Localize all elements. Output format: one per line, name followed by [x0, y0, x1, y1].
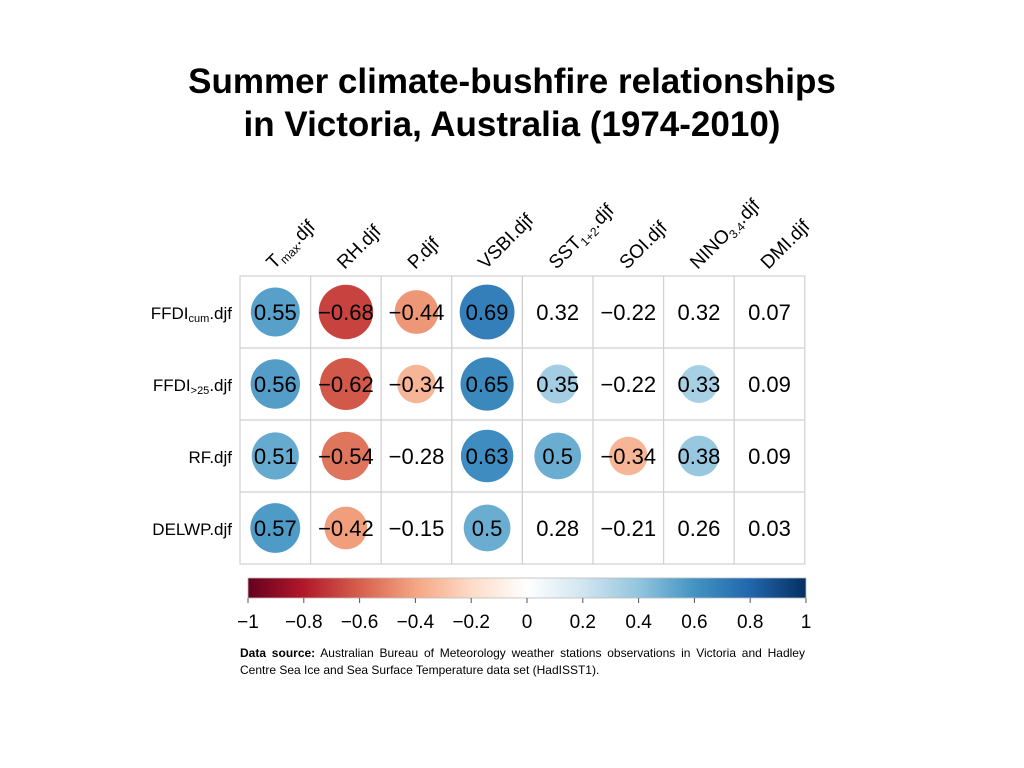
correlation-value-label: −0.34	[600, 444, 656, 469]
correlation-circle	[250, 287, 300, 337]
correlation-value-label: 0.57	[254, 516, 297, 541]
correlation-circle	[250, 359, 300, 409]
column-label: VSBI.djf	[474, 210, 538, 274]
correlation-circle	[321, 431, 371, 481]
correlation-circle	[459, 284, 515, 340]
colorbar-tick-label: −0.2	[452, 612, 490, 633]
column-label: RH.djf	[333, 221, 386, 274]
row-label: FFDIcum.djf	[151, 304, 233, 325]
data-source-note: Data source: Australian Bureau of Meteor…	[240, 645, 805, 679]
correlation-value-label: 0.32	[677, 300, 720, 325]
correlation-circle	[318, 284, 374, 340]
correlation-value-label: 0.35	[536, 372, 579, 397]
heatmap-cell	[662, 491, 735, 565]
column-label: DMI.djf	[757, 216, 815, 274]
correlation-value-label: −0.62	[318, 372, 374, 397]
correlation-value-label: −0.68	[318, 300, 374, 325]
correlation-value-label: 0.33	[677, 372, 720, 397]
column-label: SOI.djf	[616, 217, 672, 273]
correlation-circle	[460, 357, 514, 411]
correlation-circle	[394, 290, 439, 334]
correlation-value-label: 0.09	[748, 444, 791, 469]
heatmap-cell	[733, 419, 806, 493]
data-source-label: Data source:	[240, 646, 316, 660]
column-label: P.djf	[404, 233, 445, 274]
heatmap-cell	[521, 275, 594, 349]
correlation-value-label: 0.5	[542, 444, 573, 469]
chart-title-line-2: in Victoria, Australia (1974-2010)	[243, 105, 781, 144]
correlation-value-label: −0.44	[389, 300, 445, 325]
correlation-value-label: −0.15	[389, 516, 445, 541]
correlation-value-label: 0.07	[748, 300, 791, 325]
row-label: DELWP.djf	[152, 520, 232, 539]
heatmap-cell	[592, 347, 665, 421]
correlation-circle	[319, 358, 372, 410]
data-source-text: Australian Bureau of Meteorology weather…	[240, 646, 805, 677]
colorbar-tick-label: −1	[237, 612, 259, 633]
correlation-value-label: −0.22	[600, 300, 656, 325]
colorbar-tick-label: −0.8	[285, 612, 323, 633]
correlation-value-label: 0.5	[472, 516, 503, 541]
correlation-value-label: 0.63	[466, 444, 509, 469]
correlation-value-label: 0.26	[677, 516, 720, 541]
chart-title-line-1: Summer climate-bushfire relationships	[188, 62, 836, 101]
heatmap-cell	[592, 275, 665, 349]
colorbar-tick-label: 0.8	[737, 612, 763, 633]
correlation-circle	[534, 432, 582, 480]
correlation-value-label: −0.28	[389, 444, 445, 469]
column-label: SST1+2.djf	[545, 200, 620, 275]
heatmap-cell	[380, 491, 453, 565]
correlation-value-label: 0.56	[254, 372, 297, 397]
correlation-value-label: −0.34	[389, 372, 445, 397]
correlation-value-label: 0.55	[254, 300, 297, 325]
correlation-circle	[250, 503, 301, 553]
chart-title: Summer climate-bushfire relationships in…	[0, 60, 1024, 146]
colorbar-tick-label: −0.6	[341, 612, 379, 633]
colorbar-tick-label: 0.6	[681, 612, 707, 633]
correlation-value-label: 0.65	[466, 372, 509, 397]
correlation-value-label: −0.22	[600, 372, 656, 397]
heatmap-cell	[521, 491, 594, 565]
colorbar-tick-label: 1	[801, 612, 812, 633]
heatmap-cell	[733, 491, 806, 565]
correlation-value-label: 0.09	[748, 372, 791, 397]
column-label: NINO3.4.djf	[686, 195, 766, 275]
colorbar-tick-label: 0.2	[570, 612, 596, 633]
row-label: FFDI>25.djf	[153, 376, 232, 397]
correlation-circle	[609, 436, 648, 476]
heatmap-grid: 0.55 −0.68 −0.44 0.69 0.32 −0.22 0.32 0.070.56−…	[239, 275, 806, 565]
correlation-value-label: 0.38	[677, 444, 720, 469]
correlation-value-label: 0.28	[536, 516, 579, 541]
correlation-circle	[678, 435, 720, 477]
correlation-circle	[460, 429, 514, 483]
column-label: Tmax.djf	[263, 216, 322, 275]
correlation-value-label: −0.21	[600, 516, 656, 541]
heatmap-cell	[733, 347, 806, 421]
correlation-value-label: 0.32	[536, 300, 579, 325]
colorbar-tick-label: 0	[522, 612, 533, 633]
correlation-value-label: −0.54	[318, 444, 374, 469]
row-label: RF.djf	[189, 448, 233, 467]
colorbar-tick-label: −0.4	[397, 612, 435, 633]
correlation-circle	[679, 365, 718, 403]
colorbar-tick-label: 0.4	[625, 612, 652, 633]
correlation-value-label: 0.69	[466, 300, 509, 325]
correlation-value-label: −0.42	[318, 516, 374, 541]
correlation-circle	[538, 364, 578, 404]
correlation-circle	[324, 506, 368, 550]
correlation-circle	[251, 432, 299, 480]
correlation-circle	[397, 364, 436, 404]
correlation-value-label: 0.03	[748, 516, 791, 541]
colorbar	[247, 577, 807, 599]
correlation-circle	[463, 504, 511, 552]
correlation-value-label: 0.51	[254, 444, 297, 469]
